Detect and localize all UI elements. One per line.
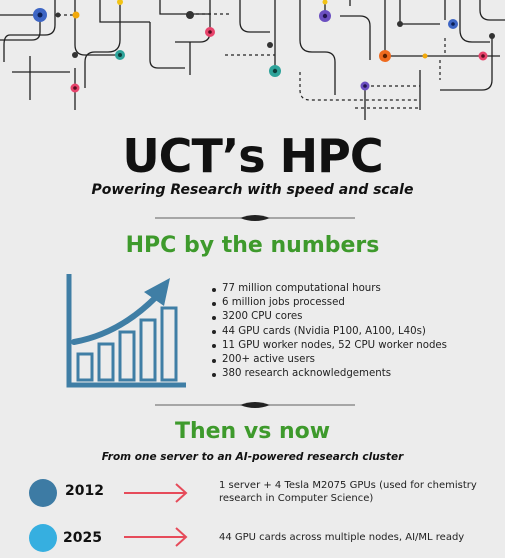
stat-item: 44 GPU cards (Nvidia P100, A100, L40s): [212, 325, 447, 339]
section-divider: [155, 215, 355, 221]
timeline-description: 1 server + 4 Tesla M2075 GPUs (used for …: [219, 480, 477, 504]
timeline-dot-2012: [29, 479, 57, 507]
arrow-right-icon: [124, 527, 188, 547]
timeline-description: 44 GPU cards across multiple nodes, AI/M…: [219, 532, 465, 543]
stat-item: 11 GPU worker nodes, 52 CPU worker nodes: [212, 339, 447, 353]
timeline-year: 2012: [65, 483, 104, 499]
circuit-background: [0, 0, 505, 120]
stats-list: 77 million computational hours 6 million…: [212, 282, 447, 381]
page-title: UCT’s HPC: [122, 129, 383, 183]
numbers-heading: HPC by the numbers: [125, 233, 380, 258]
timeline-year: 2025: [63, 530, 102, 546]
stat-item: 3200 CPU cores: [212, 310, 447, 324]
arrow-right-icon: [124, 483, 188, 503]
timeline-heading: Then vs now: [174, 419, 331, 444]
stat-item: 380 research acknowledgements: [212, 367, 447, 381]
timeline-dot-2025: [29, 524, 57, 552]
bar-chart-growth-icon: [66, 274, 186, 388]
stat-item: 6 million jobs processed: [212, 296, 447, 310]
timeline-tagline: From one server to an AI-powered researc…: [101, 451, 404, 463]
section-divider: [155, 402, 355, 408]
stat-item: 200+ active users: [212, 353, 447, 367]
stat-item: 77 million computational hours: [212, 282, 447, 296]
page-subtitle: Powering Research with speed and scale: [91, 182, 414, 198]
